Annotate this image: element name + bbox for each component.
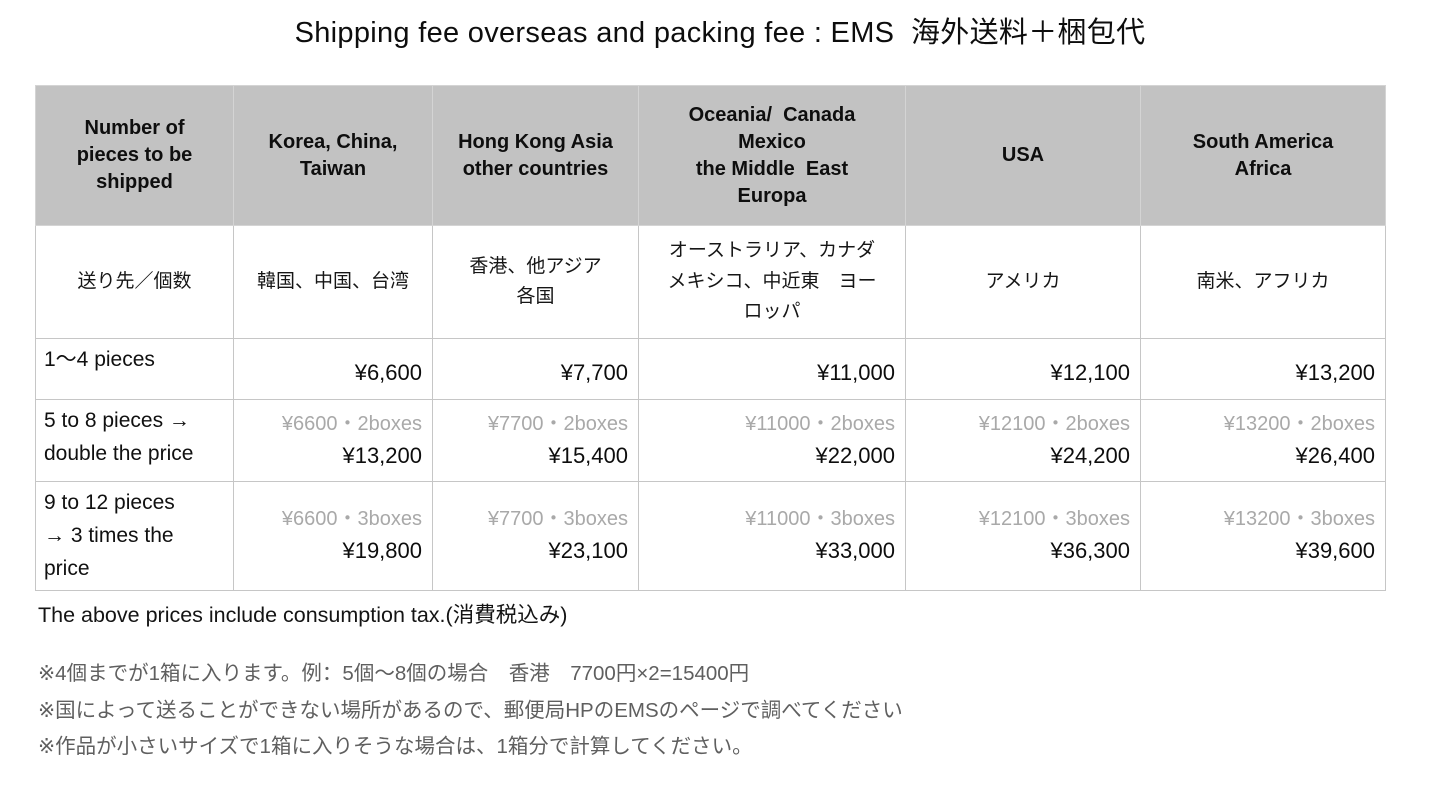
col-header-korea-china-taiwan: Korea, China, Taiwan xyxy=(233,85,433,226)
footnote-country-restrictions: ※国によって送ることができない場所があるので、郵便局HPのEMSのページで調べて… xyxy=(38,698,903,722)
col-header-oceania-canada: Oceania/ Canada Mexico the Middle East E… xyxy=(638,85,906,226)
price-cell: ¥13,200 xyxy=(1140,338,1386,400)
price-value: ¥13,200 xyxy=(342,443,422,468)
col-header-ja-hongkong-asia: 香港、他アジア 各国 xyxy=(432,225,639,339)
price-calculation: ¥11000・3boxes xyxy=(745,508,895,531)
price-cell: ¥6600・3boxes ¥19,800 xyxy=(233,481,433,591)
shipping-fee-table: Number of pieces to be shipped Korea, Ch… xyxy=(35,85,1386,591)
price-value: ¥11,000 xyxy=(817,359,895,385)
col-header-hongkong-asia: Hong Kong Asia other countries xyxy=(432,85,639,226)
col-header-ja-usa: アメリカ xyxy=(905,225,1141,339)
price-value: ¥22,000 xyxy=(815,443,895,468)
row-label: 1〜4 pieces xyxy=(35,338,234,400)
price-calculation: ¥11000・2boxes xyxy=(745,413,895,435)
price-calculation: ¥12100・2boxes xyxy=(978,413,1130,435)
price-cell: ¥6,600 xyxy=(233,338,433,400)
col-header-ja-korea-china-taiwan: 韓国、中国、台湾 xyxy=(233,225,433,339)
price-value: ¥12,100 xyxy=(1050,359,1130,385)
row-label: 9 to 12 pieces → 3 times the price xyxy=(35,481,234,591)
price-calculation: ¥6600・2boxes xyxy=(281,413,422,435)
tax-inclusion-note: The above prices include consumption tax… xyxy=(38,603,568,627)
col-header-south-america-africa: South America Africa xyxy=(1140,85,1386,226)
price-value: ¥33,000 xyxy=(815,538,895,564)
price-calculation: ¥7700・2boxes xyxy=(487,413,628,435)
price-cell: ¥13200・3boxes ¥39,600 xyxy=(1140,481,1386,591)
price-cell: ¥11,000 xyxy=(638,338,906,400)
price-calculation: ¥12100・3boxes xyxy=(978,508,1130,531)
footnotes: ※4個までが1箱に入ります。例：5個〜8個の場合 香港 7700円×2=1540… xyxy=(38,656,903,766)
price-calculation: ¥7700・3boxes xyxy=(487,508,628,531)
price-cell: ¥11000・2boxes ¥22,000 xyxy=(638,399,906,482)
col-header-ja-oceania-canada: オーストラリア、カナダ メキシコ、中近東 ヨー ロッパ xyxy=(638,225,906,339)
col-header-ja-south-america-africa: 南米、アフリカ xyxy=(1140,225,1386,339)
price-value: ¥39,600 xyxy=(1295,538,1375,564)
table-header-row-ja: 送り先／個数 韓国、中国、台湾 香港、他アジア 各国 オーストラリア、カナダ メ… xyxy=(35,225,1386,339)
price-value: ¥13,200 xyxy=(1295,359,1375,385)
price-cell: ¥7700・3boxes ¥23,100 xyxy=(432,481,639,591)
price-value: ¥36,300 xyxy=(1050,538,1130,564)
row-label: 5 to 8 pieces → double the price xyxy=(35,399,234,482)
col-header-usa: USA xyxy=(905,85,1141,226)
price-value: ¥15,400 xyxy=(548,443,628,468)
page-title: Shipping fee overseas and packing fee : … xyxy=(294,17,1146,49)
col-header-pieces: Number of pieces to be shipped xyxy=(35,85,234,226)
price-calculation: ¥13200・2boxes xyxy=(1223,413,1375,435)
price-cell: ¥12100・3boxes ¥36,300 xyxy=(905,481,1141,591)
price-cell: ¥13200・2boxes ¥26,400 xyxy=(1140,399,1386,482)
price-calculation: ¥13200・3boxes xyxy=(1223,508,1375,531)
table-row-5-8-pieces: 5 to 8 pieces → double the price ¥6600・2… xyxy=(35,399,1386,482)
price-cell: ¥7,700 xyxy=(432,338,639,400)
price-cell: ¥6600・2boxes ¥13,200 xyxy=(233,399,433,482)
price-value: ¥6,600 xyxy=(354,359,422,385)
price-value: ¥23,100 xyxy=(548,538,628,564)
footnote-small-size: ※作品が小さいサイズで1箱に入りそうな場合は、1箱分で計算してください。 xyxy=(38,735,753,758)
price-calculation: ¥6600・3boxes xyxy=(281,508,422,531)
price-cell: ¥12,100 xyxy=(905,338,1141,400)
table-row-9-12-pieces: 9 to 12 pieces → 3 times the price ¥6600… xyxy=(35,481,1386,591)
price-value: ¥19,800 xyxy=(342,538,422,564)
price-value: ¥26,400 xyxy=(1295,443,1375,468)
col-header-ja-destination: 送り先／個数 xyxy=(35,225,234,339)
price-cell: ¥7700・2boxes ¥15,400 xyxy=(432,399,639,482)
table-header-row-en: Number of pieces to be shipped Korea, Ch… xyxy=(35,85,1386,226)
table-row-1-4-pieces: 1〜4 pieces ¥6,600 ¥7,700 ¥11,000 ¥12,100… xyxy=(35,338,1386,400)
price-value: ¥7,700 xyxy=(560,359,628,385)
price-value: ¥24,200 xyxy=(1050,443,1130,468)
price-cell: ¥12100・2boxes ¥24,200 xyxy=(905,399,1141,482)
price-cell: ¥11000・3boxes ¥33,000 xyxy=(638,481,906,591)
footnote-box-capacity: ※4個までが1箱に入ります。例：5個〜8個の場合 香港 7700円×2=1540… xyxy=(38,662,750,685)
